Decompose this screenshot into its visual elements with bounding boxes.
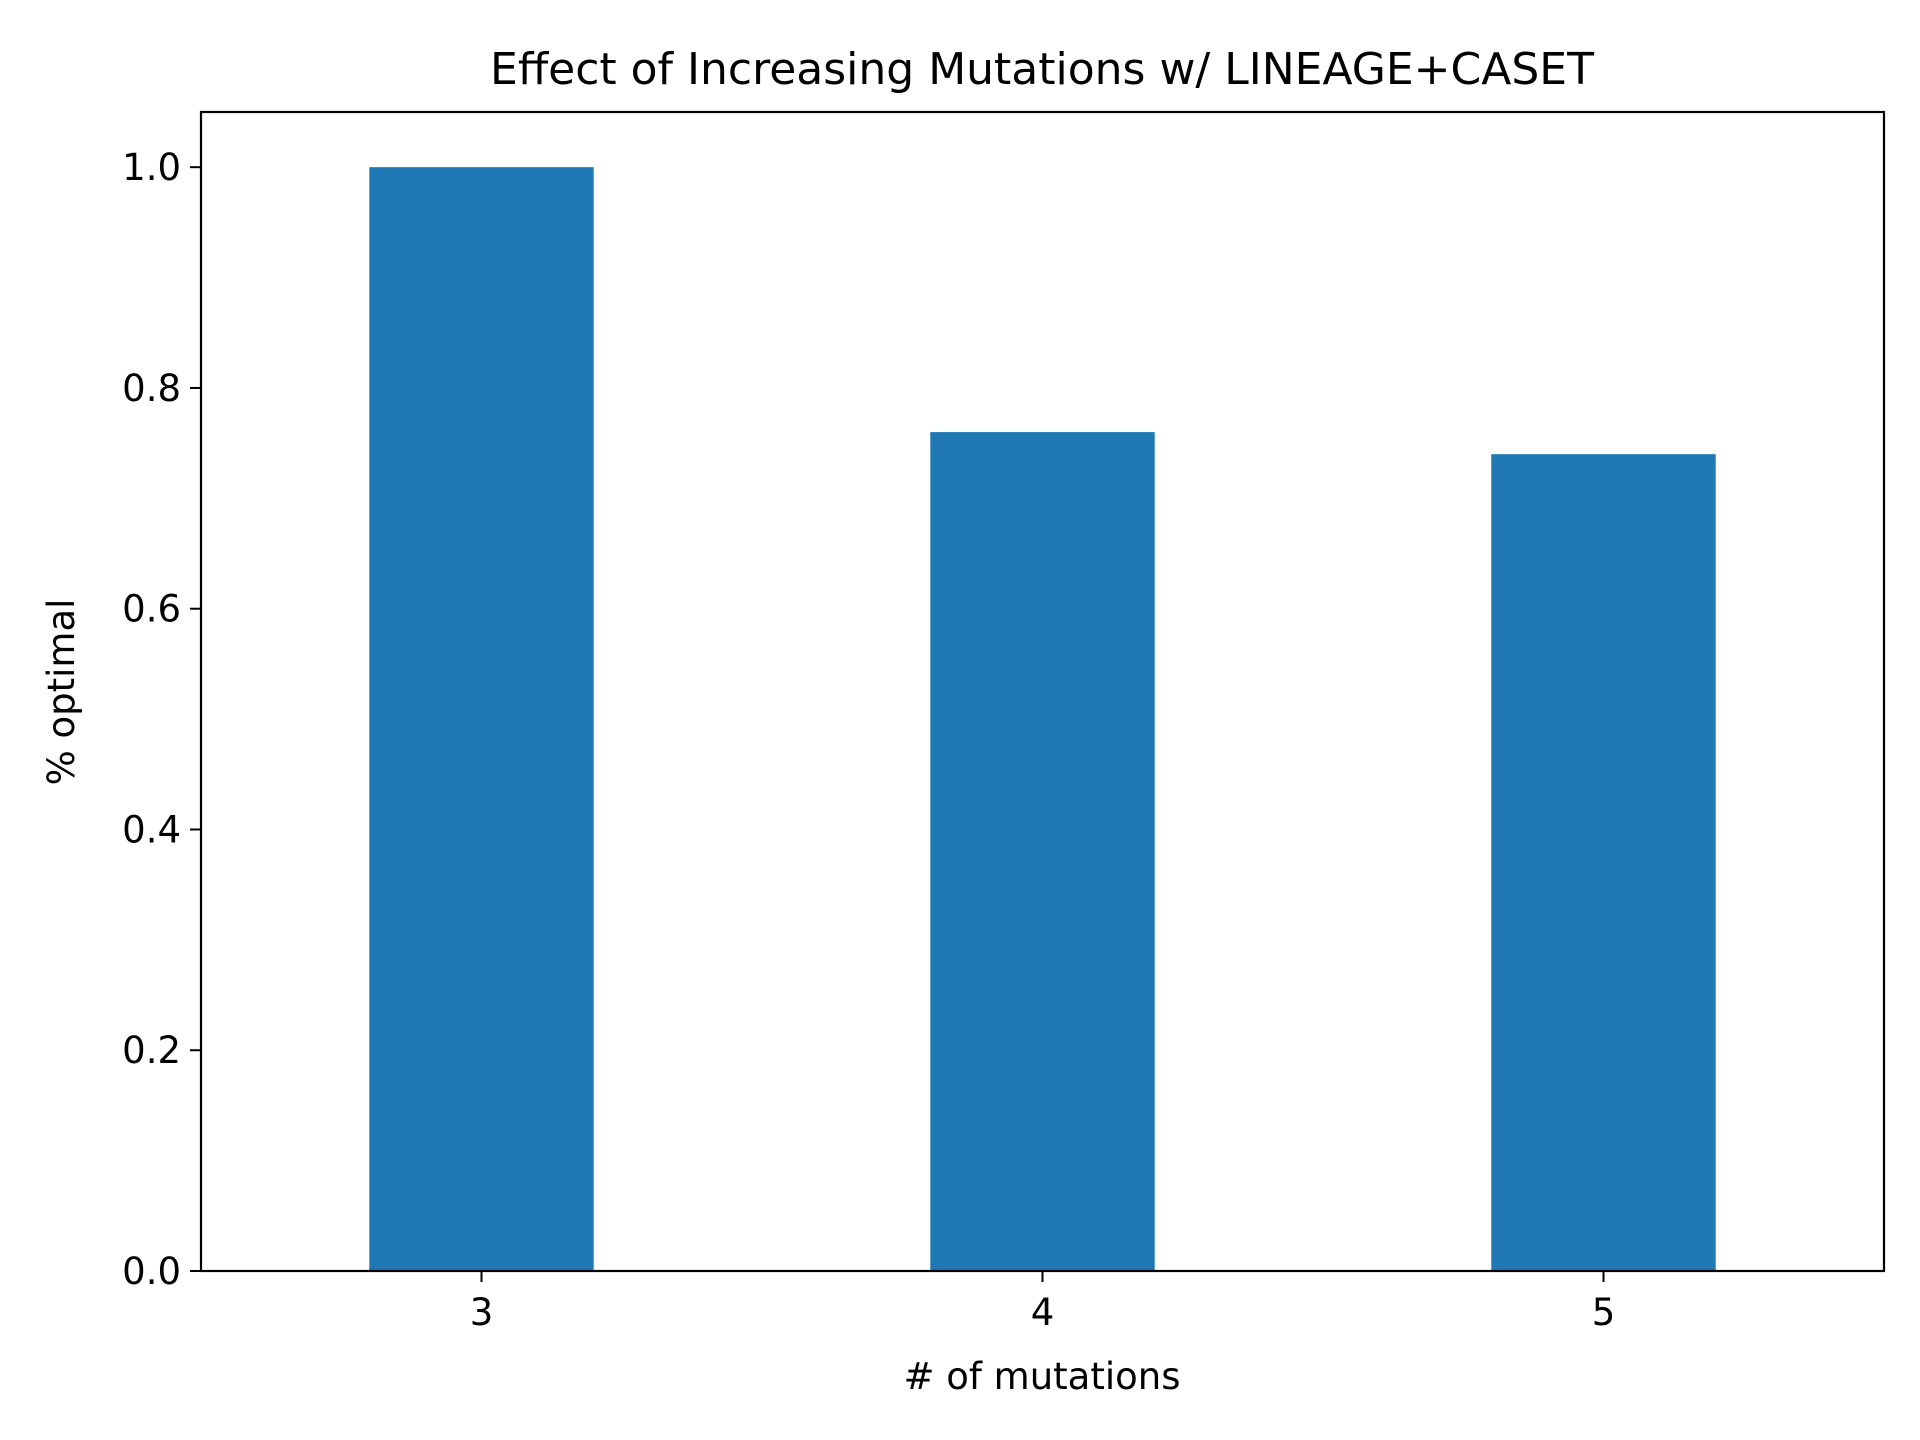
bar-3	[369, 167, 594, 1272]
x-axis-label: # of mutations	[903, 1355, 1180, 1398]
plot-area-frame	[199, 110, 1886, 1273]
x-axis-ticks: 3 4 5	[470, 1271, 1616, 1334]
y-axis-ticks: 0.0 0.2 0.4 0.6 0.8 1.0	[122, 146, 201, 1293]
x-tick-label: 3	[470, 1291, 494, 1334]
y-tick-label: 0.6	[122, 588, 181, 631]
bars-group	[369, 167, 1716, 1272]
y-tick-label: 1.0	[122, 146, 181, 189]
y-tick-label: 0.0	[122, 1250, 181, 1293]
x-tick-label: 4	[1031, 1291, 1055, 1334]
bar-5	[1491, 454, 1716, 1272]
chart-title: Effect of Increasing Mutations w/ LINEAG…	[490, 44, 1594, 95]
y-tick-label: 0.2	[122, 1029, 181, 1072]
bar-4	[930, 432, 1155, 1272]
y-tick-label: 0.8	[122, 367, 181, 410]
x-tick-label: 5	[1592, 1291, 1616, 1334]
y-tick-label: 0.4	[122, 808, 181, 851]
y-axis-label: % optimal	[40, 599, 83, 786]
